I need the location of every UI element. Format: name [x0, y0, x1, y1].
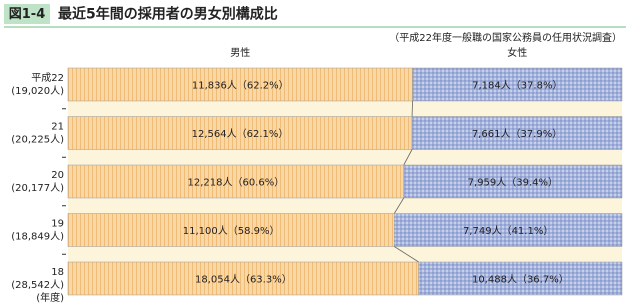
chart-subtitle: （平成22年度一般職の国家公務員の任用状況調査）: [389, 31, 622, 44]
y-axis-label: (年度): [36, 291, 64, 304]
category-label: 19: [51, 219, 64, 230]
value-label: 11,100人（58.9%）: [183, 225, 280, 237]
gap-band: [68, 246, 622, 262]
bar-segment: [67, 261, 419, 296]
bar-segment: [403, 164, 623, 199]
bar-segment: [67, 116, 413, 150]
figure-label: 図1-4: [9, 7, 46, 22]
value-label: 10,488人（36.7%）: [472, 274, 569, 286]
category-total: (18,849人): [11, 231, 64, 243]
value-label: 7,184人（37.8%）: [472, 80, 562, 92]
value-label: 7,959人（39.4%）: [468, 177, 558, 189]
connector-line: [394, 246, 419, 263]
connector-line: [411, 100, 413, 117]
legend-label: 男性: [230, 46, 250, 59]
category-total: (28,542人): [11, 279, 64, 291]
value-label: 11,836人（62.2%）: [192, 80, 289, 92]
category-total: (19,020人): [11, 85, 64, 97]
gap-band: [68, 101, 622, 117]
category-label: 20: [51, 170, 64, 181]
bar-segment: [418, 261, 623, 296]
figure-badge: [4, 4, 50, 24]
value-label: 7,749人（41.1%）: [463, 225, 553, 237]
legend-label: 女性: [507, 46, 527, 59]
value-label: 12,218人（60.6%）: [187, 177, 284, 189]
category-total: (20,177人): [11, 182, 64, 194]
bar-segment: [67, 213, 395, 247]
chart-title: 最近5年間の採用者の男女別構成比: [58, 6, 278, 23]
category-label: 平成22: [31, 72, 64, 84]
gap-band: [68, 149, 622, 165]
gap-band: [68, 198, 622, 214]
bar-segment: [67, 164, 404, 199]
value-label: 18,054人（63.3%）: [195, 274, 292, 286]
connector-line: [403, 149, 413, 166]
value-label: 12,564人（62.1%）: [192, 128, 289, 140]
category-total: (20,225人): [11, 134, 64, 146]
bar-segment: [411, 116, 623, 150]
category-label: 18: [51, 267, 64, 278]
category-label: 21: [51, 122, 64, 133]
connector-line: [393, 197, 405, 214]
value-label: 7,661人（37.9%）: [472, 128, 562, 140]
bar-segment: [412, 67, 623, 102]
bar-segment: [394, 213, 623, 247]
